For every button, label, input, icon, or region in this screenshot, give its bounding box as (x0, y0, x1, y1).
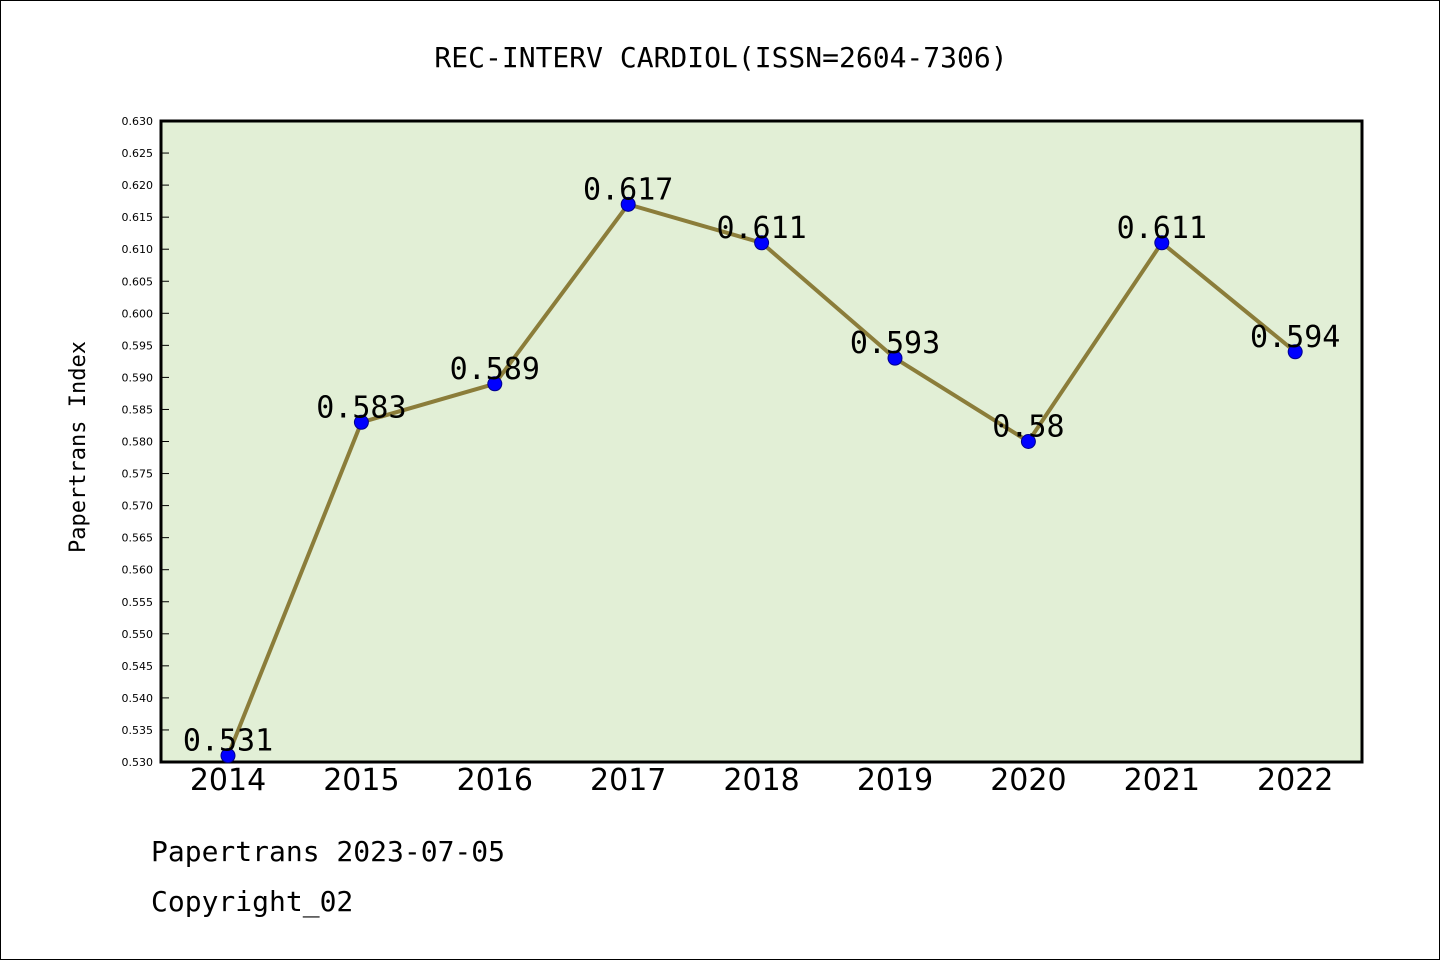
data-labels-layer: 0.531 0.583 0.589 0.617 0.611 0.593 0.58 0.611 0… (183, 172, 1341, 758)
y-tick-label: 0.585 (122, 403, 154, 416)
data-point (887, 350, 903, 366)
y-tick-label: 0.625 (122, 147, 154, 160)
y-tick-label: 0.550 (122, 628, 154, 641)
x-tick-label: 2015 (323, 763, 399, 798)
y-tick-label: 0.570 (122, 500, 154, 513)
y-tick-label: 0.580 (122, 436, 154, 449)
x-tick-label: 2017 (590, 763, 666, 798)
y-tick-label: 0.545 (122, 660, 154, 673)
y-tick-label: 0.560 (122, 564, 154, 577)
y-axis-ticks: 0.530 0.535 0.540 0.545 0.550 0.555 0.560 0.565… (122, 115, 169, 769)
data-point (353, 414, 369, 430)
data-point (1020, 434, 1036, 449)
plot-area (159, 119, 1364, 764)
data-label: 0.594 (1250, 320, 1340, 355)
y-tick-label: 0.630 (122, 115, 154, 128)
data-label: 0.531 (183, 724, 273, 759)
y-tick-label: 0.615 (122, 211, 154, 224)
x-tick-label: 2020 (990, 763, 1066, 798)
y-tick-label: 0.530 (122, 756, 154, 769)
y-tick-label: 0.600 (122, 307, 154, 320)
data-label: 0.611 (1117, 211, 1207, 246)
data-label: 0.617 (583, 172, 673, 207)
series-layer (220, 196, 1303, 764)
data-label: 0.583 (316, 390, 406, 425)
data-point (487, 376, 503, 392)
y-tick-label: 0.565 (122, 532, 154, 545)
x-tick-label: 2019 (857, 763, 933, 798)
data-label: 0.589 (450, 352, 540, 387)
y-tick-label: 0.595 (122, 339, 154, 352)
data-point (220, 748, 236, 764)
y-tick-label: 0.610 (122, 243, 154, 256)
x-tick-label: 2018 (723, 763, 799, 798)
x-tick-label: 2022 (1257, 763, 1333, 798)
y-tick-label: 0.535 (122, 724, 154, 737)
y-tick-label: 0.540 (122, 692, 154, 705)
y-tick-label: 0.620 (122, 179, 154, 192)
y-axis-label: Papertrans Index (66, 341, 91, 553)
data-label: 0.611 (716, 211, 806, 246)
y-tick-label: 0.590 (122, 371, 154, 384)
x-tick-label: 2014 (190, 763, 266, 798)
data-point (1154, 235, 1170, 251)
data-label: 0.58 (992, 410, 1064, 445)
x-tick-label: 2021 (1124, 763, 1200, 798)
data-point (620, 196, 636, 212)
y-tick-label: 0.605 (122, 275, 154, 288)
chart-title: REC-INTERV CARDIOL(ISSN=2604-7306) (434, 41, 1007, 74)
footer-source-date: Papertrans 2023-07-05 (151, 835, 506, 868)
x-axis-ticks: 2014 2015 2016 2017 2018 2019 2020 2021 2022 (190, 763, 1334, 798)
data-point (1287, 344, 1303, 360)
footer-copyright: Copyright_02 (151, 885, 354, 918)
data-label: 0.593 (850, 326, 940, 361)
data-point (754, 235, 770, 251)
x-tick-label: 2016 (457, 763, 533, 798)
y-tick-label: 0.575 (122, 468, 154, 481)
y-tick-label: 0.555 (122, 596, 154, 609)
